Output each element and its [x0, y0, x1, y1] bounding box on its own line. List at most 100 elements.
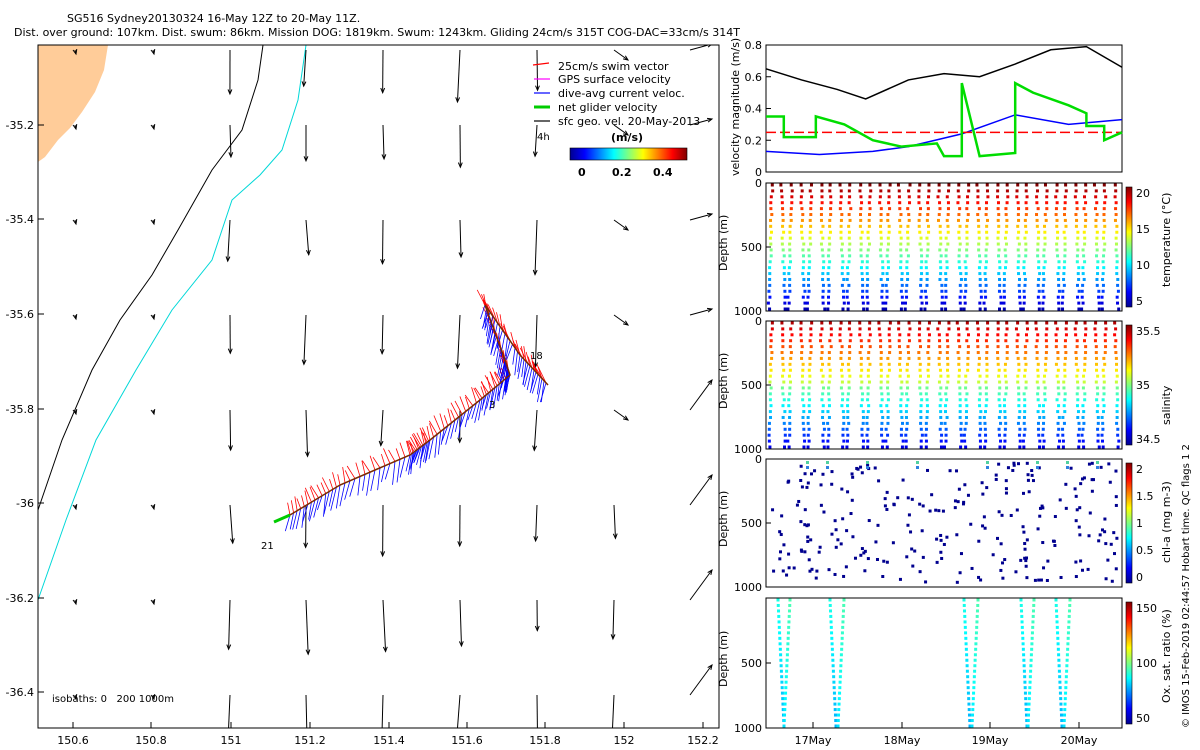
chla-point — [780, 514, 784, 518]
section-point — [1004, 207, 1008, 211]
section-point — [839, 218, 843, 222]
section-point — [866, 230, 870, 234]
oxygen-point — [841, 614, 845, 618]
section-point — [1036, 236, 1040, 240]
section-point — [1102, 386, 1106, 390]
section-point — [958, 266, 962, 270]
section-point — [958, 283, 962, 287]
section-point — [918, 242, 922, 246]
section-point — [769, 386, 773, 390]
section-point — [840, 272, 844, 276]
swim-vector — [309, 486, 316, 501]
section-point — [840, 213, 844, 217]
section-point — [1076, 368, 1080, 372]
chla-point — [1024, 564, 1028, 568]
section-point — [1005, 345, 1009, 349]
chla-point — [1080, 568, 1084, 572]
section-point — [938, 427, 942, 431]
swim-vector — [346, 465, 356, 479]
section-point — [1097, 295, 1101, 299]
section-point — [1041, 433, 1045, 437]
section-point — [1056, 380, 1060, 384]
section-point — [965, 415, 969, 419]
section-point — [918, 207, 922, 211]
section-point — [860, 272, 864, 276]
section-point — [888, 207, 892, 211]
section-point — [1022, 445, 1026, 449]
section-point — [936, 218, 940, 222]
section-point — [867, 218, 871, 222]
section-point — [1061, 427, 1065, 431]
section-point — [925, 272, 929, 276]
section-point — [865, 415, 869, 419]
section-point — [1016, 213, 1020, 217]
section-point — [886, 386, 890, 390]
section-point — [978, 404, 982, 408]
section-point — [783, 289, 787, 293]
chla-point — [841, 517, 845, 521]
section-point — [879, 218, 883, 222]
section-point — [807, 386, 811, 390]
section-point — [963, 439, 967, 443]
section-point — [900, 295, 904, 299]
chla-point — [926, 468, 930, 472]
oxygen-point — [975, 620, 979, 624]
oxygen-point — [837, 713, 841, 717]
section-point — [958, 398, 962, 402]
dac-vector — [478, 398, 483, 421]
section-point — [1092, 183, 1096, 187]
section-point — [964, 289, 968, 293]
section-point — [1036, 368, 1040, 372]
oxygen-point — [1065, 664, 1069, 668]
chla-point — [939, 550, 943, 554]
geo-arrow-head — [226, 644, 232, 651]
chla-point — [792, 566, 796, 570]
section-point — [828, 374, 832, 378]
section-point — [1062, 421, 1066, 425]
section-point — [769, 207, 773, 211]
swim-vector — [484, 375, 494, 390]
oxygen-point — [972, 686, 976, 690]
section-point — [866, 439, 870, 443]
section-point — [1094, 321, 1098, 325]
colorbar-tick-label: 35.5 — [1136, 325, 1161, 338]
section-point — [770, 327, 774, 331]
section-point — [1004, 339, 1008, 343]
map-xtick-label: 152.2 — [687, 734, 719, 747]
section-point — [957, 183, 961, 187]
chla-point — [1080, 477, 1084, 481]
isobath-1000m — [38, 45, 264, 511]
section-point — [907, 213, 911, 217]
section-ytick-label: 1000 — [734, 581, 762, 594]
geo-arrow — [229, 409, 232, 451]
section-point — [800, 218, 804, 222]
section-point — [820, 351, 824, 355]
section-point — [1056, 230, 1060, 234]
geo-arrow-head — [305, 649, 311, 656]
geo-arrow — [459, 599, 462, 647]
section-point — [881, 260, 885, 264]
section-point — [940, 433, 944, 437]
section-point — [1041, 427, 1045, 431]
swim-vector — [450, 409, 456, 421]
section-point — [986, 321, 990, 325]
section-point — [821, 404, 825, 408]
swim-vector — [493, 372, 500, 385]
section-point — [806, 421, 810, 425]
section-point — [1063, 410, 1067, 414]
section-point — [958, 301, 962, 305]
oxygen-point — [1058, 686, 1062, 690]
chla-point — [1074, 519, 1078, 523]
section-point — [886, 266, 890, 270]
geo-arrow-head — [72, 218, 78, 226]
section-point — [1114, 236, 1118, 240]
section-point — [939, 410, 943, 414]
section-point — [1115, 272, 1119, 276]
section-point — [963, 260, 967, 264]
section-point — [966, 368, 970, 372]
section-colorbar — [1125, 462, 1133, 584]
section-point — [865, 266, 869, 270]
section-point — [827, 404, 831, 408]
section-frame — [765, 458, 1123, 588]
section-point — [998, 260, 1002, 264]
